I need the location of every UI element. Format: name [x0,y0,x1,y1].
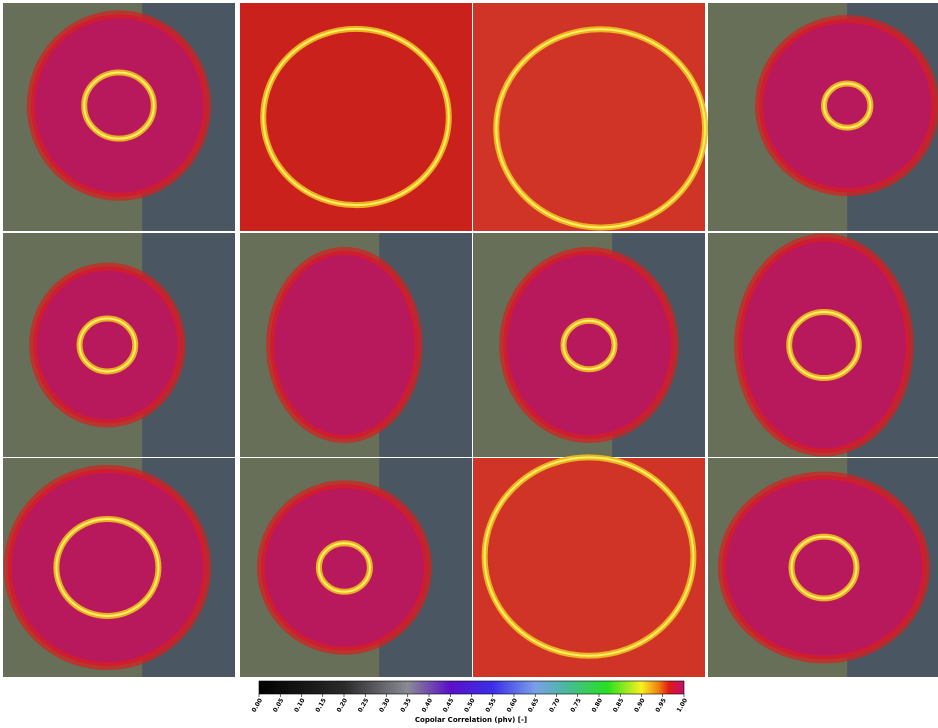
radar-field-edge [3,464,212,671]
radar-panel [708,458,938,677]
radar-field-edge [499,246,679,444]
radar-field [30,14,208,197]
tick-label: 0.05 [272,697,285,713]
radar-field [738,237,910,453]
melting-ring-inner [483,456,695,657]
tick-label: 0.95 [654,697,667,713]
colorbar-axis: 0.00 0.05 0.10 0.15 0.20 0.25 0.30 0.35 0.40 0.45… [251,694,689,714]
radar-field [473,458,705,677]
radar-field-edge [29,262,186,428]
tick-label: 0.75 [569,697,582,713]
tick-label: 0.15 [314,697,327,713]
tick-label: 0.40 [421,697,434,713]
radar-field [473,3,705,231]
radar-field-edge [26,10,212,201]
tick-label: 0.30 [378,697,391,713]
colorbar-label: Copolar Correlation (phv) [-] [415,716,527,724]
tick-label: 0.35 [399,697,412,713]
tick-label: 0.10 [293,697,306,713]
tick-label: 0.90 [633,697,646,713]
radar-field [503,250,675,440]
radar-panel [3,233,235,457]
tick-label: 0.60 [506,697,519,713]
melting-ring-inner [78,317,137,373]
radar-panel [240,3,472,231]
melting-ring-inner [790,535,858,600]
radar-panel [473,3,708,231]
radar-field-edge [755,14,938,197]
tick-label: 0.55 [484,697,497,713]
radar-field [7,468,208,667]
radar-panel [708,3,938,231]
melting-ring-inner [823,82,872,129]
colorbar [258,680,685,695]
radar-panel [240,233,472,457]
tick-label: 0.45 [442,697,455,713]
radar-field-tint [473,3,705,231]
radar-field-edge [717,471,931,664]
radar-field [260,484,428,651]
radar-field [759,18,936,193]
tick-label: 0.65 [527,697,540,713]
tick-label: 0.25 [357,697,370,713]
radar-field [240,3,472,231]
radar-panels [3,3,938,677]
radar-field-edge [266,246,423,444]
melting-ring-inner [83,71,155,140]
melting-ring-inner [55,518,160,617]
tick-label: 0.50 [463,697,476,713]
radar-field [33,266,182,424]
tick-label: 0.80 [591,697,604,713]
radar-field [270,250,419,440]
tick-label: 0.70 [548,697,561,713]
radar-panel [3,458,235,677]
radar-panel [708,233,938,457]
tick-label: 0.20 [336,697,349,713]
radar-panel [3,3,235,231]
tick-label: 1.00 [676,697,689,713]
tick-label: 0.00 [251,697,264,713]
melting-ring-inner [495,28,706,229]
melting-ring-inner [788,310,860,380]
radar-panel [240,458,472,677]
melting-ring-inner [317,542,371,593]
radar-field-edge [256,480,432,655]
radar-field-edge [734,233,914,457]
radar-field-tint [473,458,705,677]
radar-field [721,475,927,660]
tick-label: 0.85 [612,697,625,713]
radar-panel [473,454,705,677]
radar-field-tint [240,3,472,231]
melting-ring-inner [262,27,450,207]
melting-ring-inner [562,319,616,371]
radar-panel [473,233,705,457]
